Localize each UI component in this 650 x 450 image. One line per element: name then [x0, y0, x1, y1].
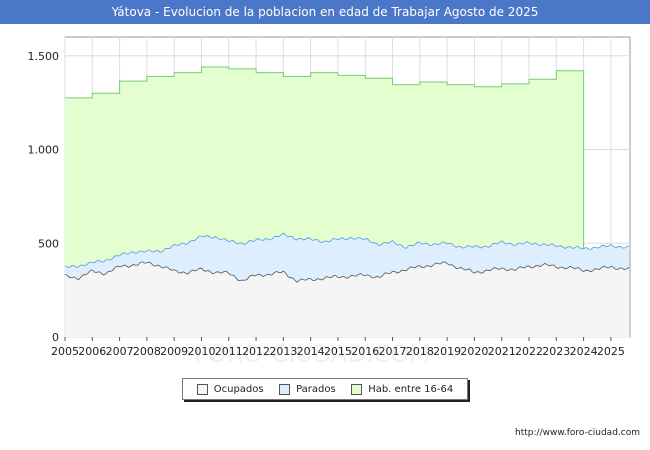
x-tick-label: 2019: [433, 345, 461, 358]
x-tick-label: 2022: [515, 345, 543, 358]
x-tick-label: 2007: [106, 345, 134, 358]
y-tick-label: 0: [52, 331, 59, 344]
x-tick-label: 2016: [351, 345, 379, 358]
x-axis: 2005 2006 2007 2008 2009 2010 2011 2012 2013 2014…: [51, 337, 625, 358]
x-tick-label: 2005: [51, 345, 79, 358]
x-tick-label: 2012: [242, 345, 270, 358]
legend: Ocupados Parados Hab. entre 16-64: [182, 378, 468, 400]
legend-label-parados: Parados: [296, 383, 336, 395]
x-tick-label: 2006: [78, 345, 106, 358]
legend-item-parados: Parados: [279, 383, 336, 395]
x-tick-label: 2014: [297, 345, 325, 358]
x-tick-label: 2017: [379, 345, 407, 358]
legend-label-hab: Hab. entre 16-64: [368, 383, 454, 395]
y-tick-label: 1.500: [28, 50, 60, 63]
hab-line: [65, 66, 585, 338]
x-tick-label: 2023: [542, 345, 570, 358]
x-tick-label: 2008: [133, 345, 161, 358]
source-url: http://www.foro-ciudad.com: [515, 428, 640, 438]
ocupados-area: [65, 261, 630, 337]
x-tick-label: 2015: [324, 345, 352, 358]
y-tick-label: 1.000: [28, 144, 60, 157]
y-axis: 0 500 1.000 1.500: [28, 50, 60, 344]
x-tick-label: 2018: [406, 345, 434, 358]
legend-swatch-ocupados: [196, 383, 208, 395]
legend-item-ocupados: Ocupados: [196, 383, 264, 395]
x-tick-label: 2009: [160, 345, 188, 358]
x-tick-label: 2020: [460, 345, 488, 358]
watermark-text: FORO-CIUDAD.COM: [194, 340, 430, 368]
x-tick-label: 2010: [187, 345, 215, 358]
x-tick-label: 2013: [269, 345, 297, 358]
legend-item-hab: Hab. entre 16-64: [351, 383, 454, 395]
legend-swatch-parados: [279, 383, 291, 395]
ocupados-line: [64, 261, 630, 283]
x-tick-label: 2021: [488, 345, 516, 358]
chart-title: Yátova - Evolucion de la poblacion en ed…: [0, 0, 650, 24]
x-tick-label: 2011: [215, 345, 243, 358]
parados-line: [64, 232, 630, 268]
x-tick-label: 2024: [570, 345, 598, 358]
legend-label-ocupados: Ocupados: [213, 383, 264, 395]
legend-swatch-hab: [351, 383, 363, 395]
y-tick-label: 500: [38, 237, 59, 250]
x-tick-label: 2025: [597, 345, 625, 358]
